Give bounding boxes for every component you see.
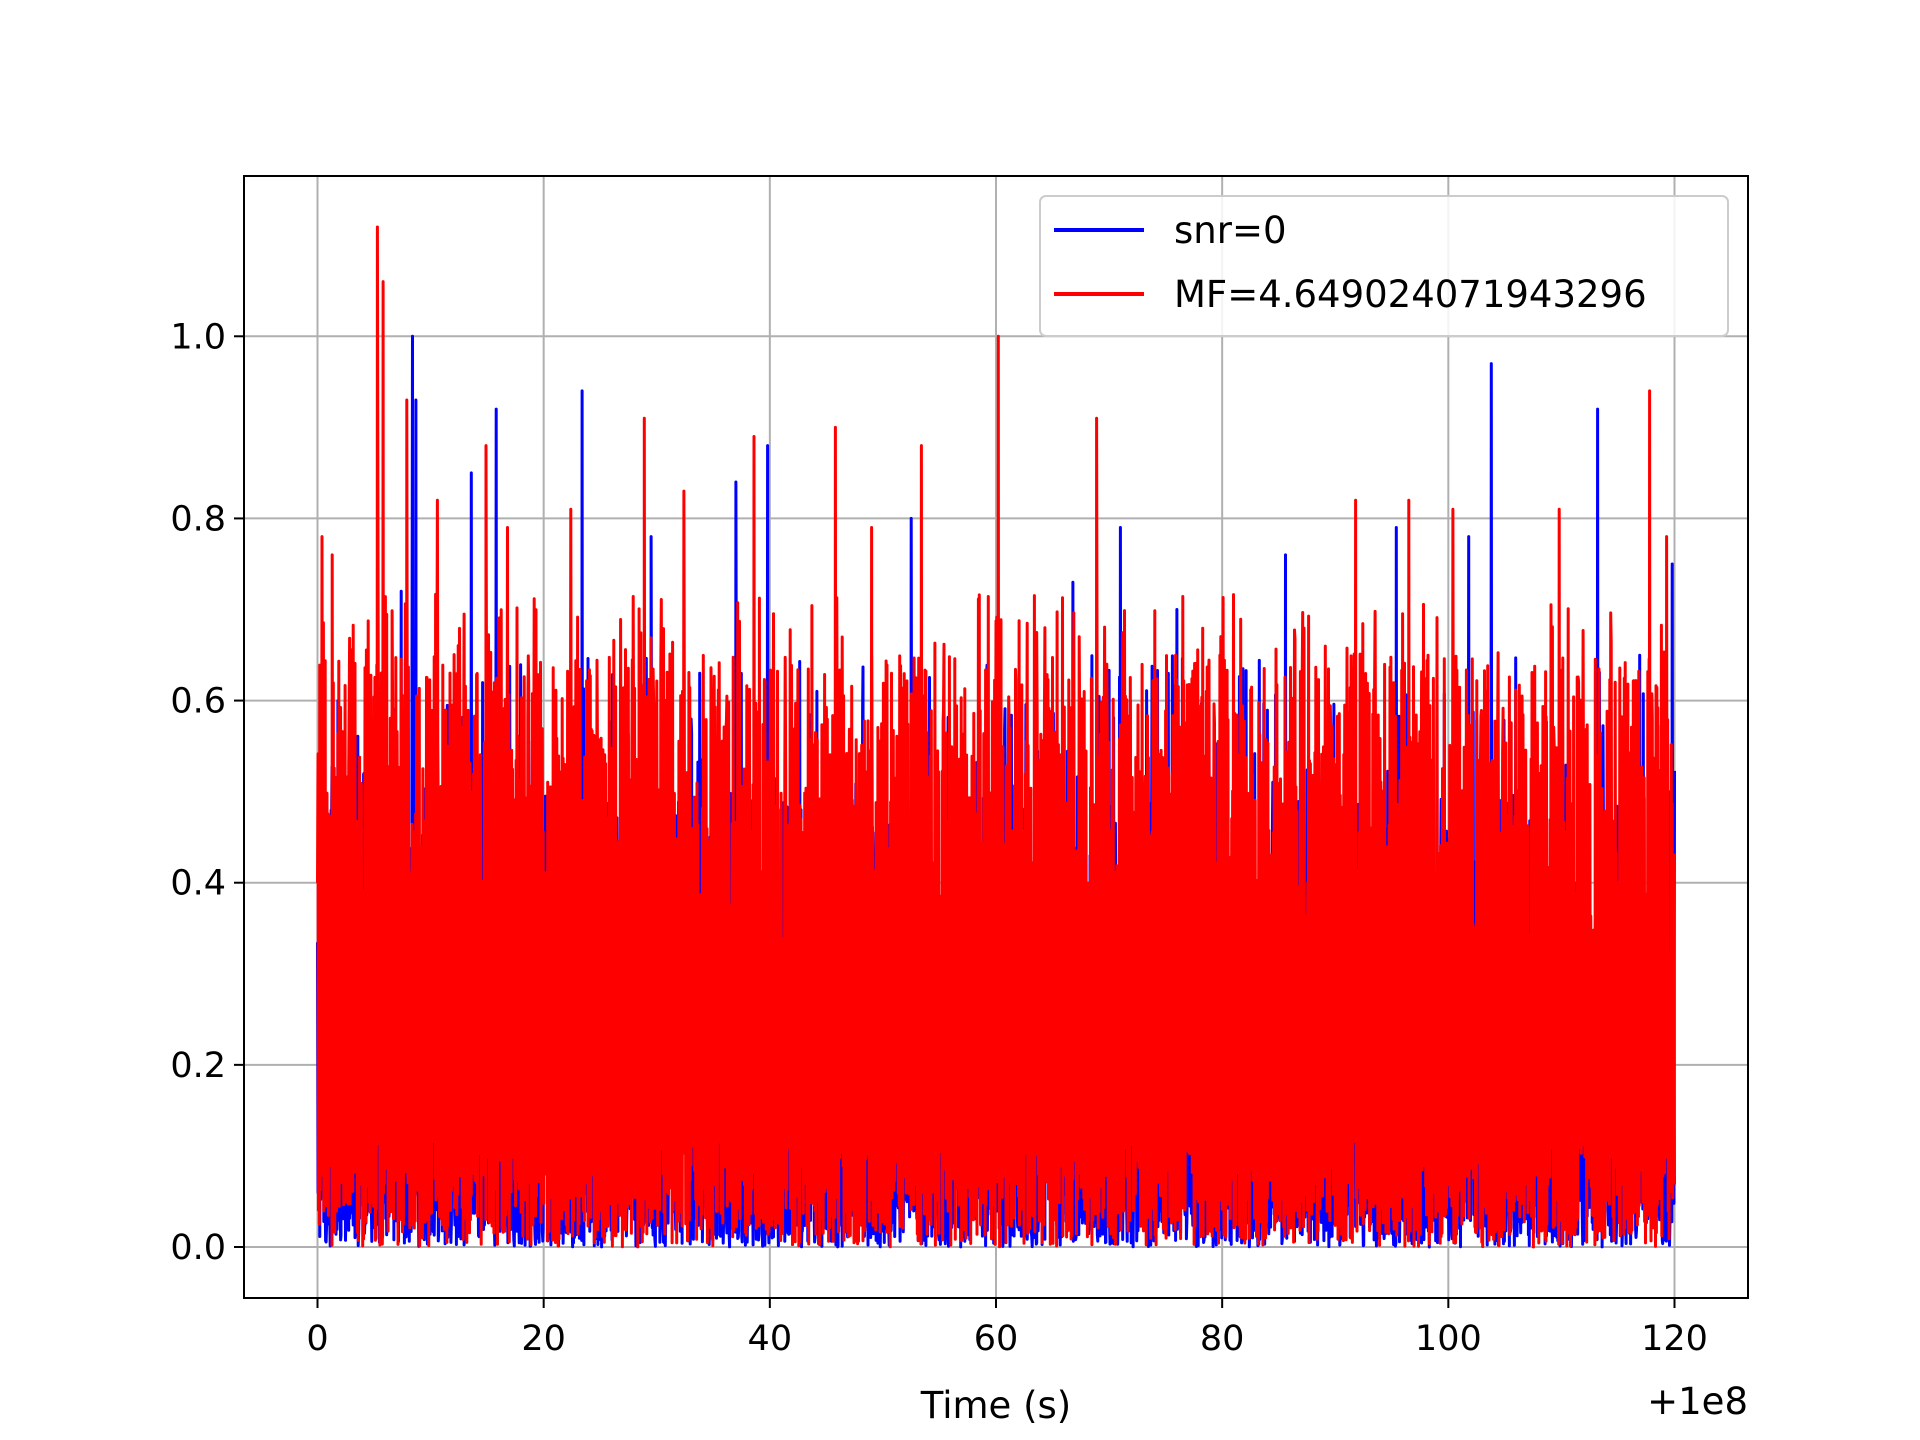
x-axis: 0 20 40 60 80 100 120 — [306, 1298, 1708, 1359]
x-tick-label: 40 — [748, 1319, 793, 1359]
legend-label-mf: MF=4.649024071943296 — [1174, 273, 1647, 316]
x-tick-label: 80 — [1200, 1319, 1245, 1359]
legend-label-snr: snr=0 — [1174, 209, 1286, 252]
x-tick-label: 0 — [306, 1319, 328, 1359]
legend-box — [1039, 195, 1729, 337]
series-layer — [316, 225, 1676, 1249]
x-tick-label: 60 — [974, 1319, 1019, 1359]
x-tick-label: 120 — [1641, 1319, 1708, 1359]
x-tick-label: 100 — [1415, 1319, 1482, 1359]
y-tick-label: 0.2 — [170, 1046, 226, 1086]
x-tick-label: 20 — [521, 1319, 566, 1359]
y-axis: 0.0 0.2 0.4 0.6 0.8 1.0 — [170, 317, 244, 1268]
y-tick-label: 0.6 — [170, 682, 226, 722]
y-tick-label: 1.0 — [170, 317, 226, 357]
y-tick-label: 0.8 — [170, 499, 226, 539]
x-axis-label: Time (s) — [920, 1384, 1071, 1427]
series-line-1 — [316, 225, 1676, 1249]
x-offset-label: +1e8 — [1647, 1380, 1748, 1423]
y-tick-label: 0.0 — [170, 1228, 226, 1268]
legend: snr=0 MF=4.649024071943296 — [1039, 195, 1729, 337]
y-tick-label: 0.4 — [170, 864, 226, 904]
